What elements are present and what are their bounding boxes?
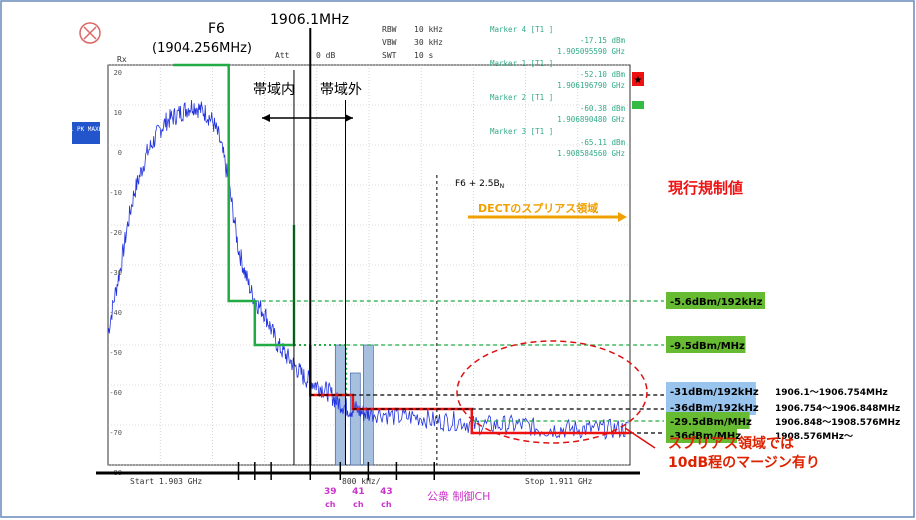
channel-bar <box>350 373 360 465</box>
y-tick-label: -70 <box>109 429 122 437</box>
red-limit-range: 1906.848～1908.576MHz <box>775 418 900 428</box>
att-value: 0 dB <box>316 51 335 60</box>
vbw-value: 30 kHz <box>414 38 443 47</box>
marker-value: -65.11 dBm <box>580 138 626 147</box>
y-tick-label: -60 <box>109 389 122 397</box>
y-tick-label: -20 <box>109 229 122 237</box>
current-limits-title: 現行規制値 <box>668 179 743 197</box>
red-limit-text: -31dBm/192kHz <box>670 387 759 398</box>
red-limit-range: 1906.754～1906.848MHz <box>775 404 900 414</box>
channel-unit: ch <box>325 500 336 509</box>
f6-plus-label: F6 + 2.5BN <box>455 179 504 190</box>
out-band-label: 帯域外 <box>320 82 362 98</box>
channel-number: 39 <box>324 487 337 497</box>
marker-value: -52.10 dBm <box>580 70 626 79</box>
green-limit-text: -5.6dBm/192kHz <box>670 297 763 308</box>
ref-label: Rx <box>117 55 127 64</box>
vbw-label: VBW <box>382 38 397 47</box>
y-tick-label: -10 <box>109 189 122 197</box>
green-limit-text: -9.5dBm/MHz <box>670 341 745 352</box>
marker-title: Marker 1 [T1 ] <box>490 59 553 68</box>
note-line-1: スプリアス領域では <box>668 435 794 452</box>
att-label: Att <box>275 51 290 60</box>
red-limit-range: 1906.1～1906.754MHz <box>775 388 888 398</box>
channel-number: 43 <box>380 487 393 497</box>
span-label: 800 kHz/ <box>342 477 381 486</box>
marker-freq: 1.906196790 GHz <box>557 81 625 90</box>
marker-title: Marker 4 [T1 ] <box>490 25 553 34</box>
marker-value: -60.38 dBm <box>580 104 626 113</box>
f6-frequency: (1904.256MHz) <box>152 41 252 56</box>
marker-value: -17.15 dBm <box>580 36 626 45</box>
star-icon: ★ <box>634 75 643 86</box>
in-band-label: 帯域内 <box>253 82 295 98</box>
trace-badge-text: 1 PK MAXH <box>70 126 103 133</box>
dect-region-label: DECTのスプリアス領域 <box>478 201 598 215</box>
marker-freq: 1.905095590 GHz <box>557 47 625 56</box>
note-line-2: 10dB程のマージン有り <box>668 454 820 471</box>
swt-value: 10 s <box>414 51 433 60</box>
channel-unit: ch <box>381 500 392 509</box>
marker-title: Marker 2 [T1 ] <box>490 93 553 102</box>
y-tick-label: 20 <box>114 69 122 77</box>
public-control-ch-label: 公衆 制御CH <box>427 489 490 503</box>
stop-label: Stop 1.911 GHz <box>525 477 593 486</box>
f6-label: F6 <box>208 21 225 37</box>
marker-freq: 1.906890480 GHz <box>557 115 625 124</box>
rbw-label: RBW <box>382 25 397 34</box>
start-label: Start 1.903 GHz <box>130 477 202 486</box>
y-tick-label: 10 <box>114 109 122 117</box>
rbw-value: 10 kHz <box>414 25 443 34</box>
channel-bar <box>363 345 373 465</box>
channel-unit: ch <box>353 500 364 509</box>
swt-label: SWT <box>382 51 397 60</box>
green-status-badge <box>632 101 644 109</box>
y-tick-label: -50 <box>109 349 122 357</box>
channel-number: 41 <box>352 487 365 497</box>
y-tick-label: 0 <box>118 149 122 157</box>
marker-title: Marker 3 [T1 ] <box>490 127 553 136</box>
edge-frequency-label: 1906.1MHz <box>270 12 349 28</box>
marker-freq: 1.908584560 GHz <box>557 149 625 158</box>
